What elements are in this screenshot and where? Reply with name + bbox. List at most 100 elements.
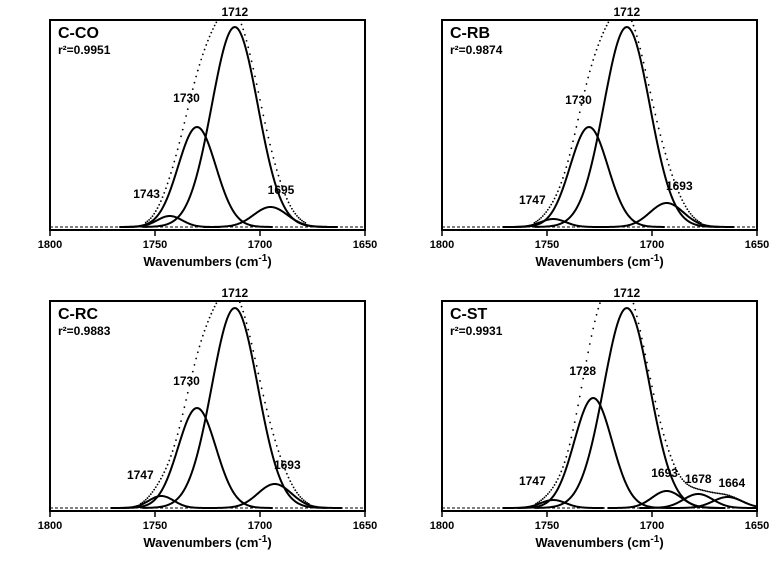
composite-dot (649, 92, 651, 94)
composite-dot (202, 335, 204, 337)
composite-dot (278, 450, 280, 452)
panel-r2: r²=0.9874 (450, 43, 503, 57)
composite-dot (294, 213, 296, 215)
composite-dot (716, 492, 718, 494)
composite-dot (286, 473, 288, 475)
composite-dot (254, 358, 256, 360)
composite-dot (192, 371, 194, 373)
composite-dot (231, 300, 233, 302)
deconvolved-peak (203, 207, 337, 227)
composite-dot (175, 439, 177, 441)
composite-dot (644, 354, 646, 356)
composite-dot (242, 311, 244, 313)
composite-dot (147, 220, 149, 222)
composite-dot (731, 496, 733, 498)
composite-dot (222, 300, 224, 302)
deconvolved-peak (599, 203, 733, 227)
composite-dot (237, 19, 239, 21)
peak-label: 1693 (665, 179, 692, 193)
composite-dot (185, 115, 187, 117)
composite-dot (605, 25, 607, 27)
x-tick-label: 1700 (248, 520, 272, 532)
composite-dot (209, 317, 211, 319)
composite-dot (672, 463, 674, 465)
chart-grid: 1800175017001650Wavenumbers (cm-1)174317… (0, 0, 783, 562)
composite-dot (210, 32, 212, 34)
composite-dot (540, 217, 542, 219)
composite-dot (210, 313, 212, 315)
composite-dot (197, 351, 199, 353)
composite-dot (536, 220, 538, 222)
composite-dot (614, 300, 616, 302)
peak-label: 1730 (173, 374, 200, 388)
composite-dot (585, 360, 587, 362)
composite-dot (147, 497, 149, 499)
composite-dot (568, 154, 570, 156)
composite-dot (286, 198, 288, 200)
composite-dot (609, 300, 611, 302)
composite-dot (548, 491, 550, 493)
composite-dot (575, 126, 577, 128)
composite-dot (609, 19, 611, 21)
composite-dot (252, 68, 254, 70)
composite-dot (567, 160, 569, 162)
composite-dot (652, 106, 654, 108)
composite-dot (299, 496, 301, 498)
composite-dot (560, 182, 562, 184)
composite-dot (197, 70, 199, 72)
composite-dot (536, 502, 538, 504)
composite-dot (671, 459, 673, 461)
composite-dot (157, 207, 159, 209)
composite-dot (289, 205, 291, 207)
composite-dot (204, 49, 206, 51)
composite-dot (212, 28, 214, 30)
composite-dot (170, 172, 172, 174)
composite-dot (306, 502, 308, 504)
composite-dot (304, 501, 306, 503)
composite-dot (656, 408, 658, 410)
composite-dot (222, 19, 224, 21)
composite-dot (696, 220, 698, 222)
composite-dot (194, 364, 196, 366)
composite-dot (557, 478, 559, 480)
x-tick-label: 1750 (143, 239, 167, 251)
composite-dot (150, 493, 152, 495)
composite-dot (249, 53, 251, 55)
composite-dot (268, 415, 270, 417)
composite-dot (711, 492, 713, 494)
composite-dot (217, 300, 219, 302)
composite-dot (226, 19, 228, 21)
composite-dot (615, 19, 617, 21)
composite-dot (620, 19, 622, 21)
composite-dot (741, 500, 743, 502)
composite-dot (632, 303, 634, 305)
composite-dot (142, 502, 144, 504)
composite-dot (595, 49, 597, 51)
composite-dot (736, 498, 738, 500)
peak-label: 1712 (613, 286, 640, 300)
composite-dot (219, 19, 221, 21)
x-tick-label: 1750 (534, 239, 558, 251)
spectrum-plot: 1800175017001650Wavenumbers (cm-1)174717… (392, 0, 783, 281)
panel-r2: r²=0.9883 (58, 324, 111, 338)
composite-dot (214, 25, 216, 27)
composite-dot (167, 464, 169, 466)
composite-dot (632, 25, 634, 27)
composite-dot (241, 306, 243, 308)
composite-dot (627, 19, 629, 21)
composite-dot (217, 19, 219, 21)
composite-dot (259, 99, 261, 101)
composite-dot (177, 148, 179, 150)
composite-dot (227, 300, 229, 302)
composite-dot (735, 497, 737, 499)
peak-label: 1747 (518, 474, 545, 488)
composite-dot (545, 211, 547, 213)
x-tick-label: 1700 (639, 239, 663, 251)
composite-dot (215, 303, 217, 305)
composite-dot (145, 222, 147, 224)
composite-dot (251, 60, 253, 62)
composite-dot (160, 200, 162, 202)
composite-dot (694, 218, 696, 220)
composite-dot (657, 128, 659, 130)
deconvolved-peak (142, 308, 327, 508)
